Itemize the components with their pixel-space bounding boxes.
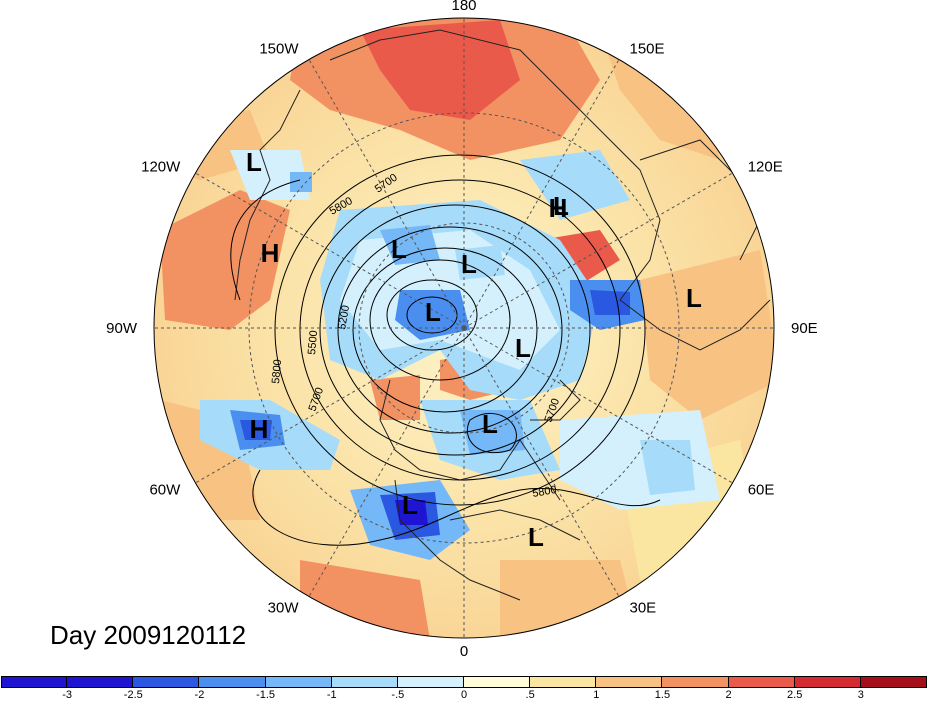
colorbar: -3 -2.5 -2 -1.5 -1 -.5 0 .5 1 1.5 2 2.5 3	[0, 676, 928, 702]
low-center-ural: L	[553, 191, 569, 221]
low-center-gulf-of-alaska: L	[482, 409, 498, 439]
polar-map: 90E 60E 30E 0 30W 60W 90W 120W 150W 180 150E 120E L…	[106, 0, 818, 660]
low-center-kamchatka: L	[246, 147, 262, 177]
colorbar-swatch	[1, 676, 68, 688]
low-center-arctic-ocean: L	[425, 297, 441, 327]
colorbar-swatch	[265, 676, 332, 688]
colorbar-swatch	[199, 676, 266, 688]
low-center-laptev-sea: L	[461, 249, 477, 279]
low-center-southwest-united-states: L	[528, 522, 544, 552]
colorbar-swatch	[331, 676, 398, 688]
lon-label-120e: 120E	[748, 159, 783, 176]
low-center-east-siberian-sea: L	[391, 234, 407, 264]
colorbar-tick-label: -3	[62, 689, 73, 701]
low-center-hudson-bay: L	[402, 490, 418, 520]
warm-anomaly-bering	[160, 190, 290, 330]
lon-label-150e: 150E	[630, 40, 665, 57]
colorbar-tick-label: 1.5	[654, 689, 671, 701]
contour-label: 5800	[270, 359, 284, 384]
graticule	[154, 18, 774, 638]
colorbar-tick-label: -2.5	[123, 689, 143, 701]
colorbar-tick-label: -2	[194, 689, 205, 701]
lon-label-180: 180	[451, 0, 476, 14]
colorbar-tick-label: 0	[460, 689, 468, 701]
colorbar-tick-label: 2.5	[787, 689, 803, 701]
contour-label: 5500	[306, 330, 320, 355]
contour-label: 5200	[336, 304, 352, 330]
longitude-labels: 90E 60E 30E 0 30W 60W 90W 120W 150W 180 150E 120E	[106, 0, 818, 660]
colorbar-swatch	[662, 676, 729, 688]
colorbar-swatch	[397, 676, 464, 688]
lon-label-90e: 90E	[791, 320, 818, 337]
height-contours	[230, 154, 661, 546]
lon-label-120w: 120W	[141, 159, 181, 176]
map-border	[153, 17, 775, 639]
colorbar-swatch	[728, 676, 795, 688]
lon-label-30e: 30E	[630, 600, 657, 617]
colorbar-swatch	[67, 676, 134, 688]
high-center-caribbean: H	[549, 193, 568, 223]
colorbar-tick-label: -1	[326, 689, 337, 701]
lon-label-90w: 90W	[106, 320, 138, 337]
contour-label: 5800	[531, 484, 557, 500]
colorbar-swatch	[596, 676, 663, 688]
colorbar-swatch	[860, 676, 927, 688]
map-title: Day 2009120112	[50, 620, 247, 650]
colorbar-swatch	[133, 676, 200, 688]
lon-label-60w: 60W	[149, 482, 181, 499]
colorbar-swatch	[794, 676, 861, 688]
high-center-bering-sea: H	[261, 238, 280, 268]
high-center-north-africa: H	[250, 414, 269, 444]
colorbar-tick-label: -1.5	[256, 689, 276, 701]
low-center-norwegian-sea: L	[686, 283, 702, 313]
low-center-canadian-archipelago: L	[515, 333, 531, 363]
lon-label-0: 0	[460, 643, 468, 660]
colorbar-swatch	[530, 676, 597, 688]
lon-label-60e: 60E	[748, 482, 775, 499]
colorbar-tick-label: -.5	[391, 689, 405, 701]
lon-label-30w: 30W	[268, 600, 300, 617]
colorbar-tick-label: 1	[593, 689, 600, 701]
colorbar-tick-label: .5	[525, 689, 535, 701]
colorbar-swatch	[464, 676, 531, 688]
lon-label-150w: 150W	[259, 40, 299, 57]
colorbar-tick-label: 2	[725, 689, 732, 701]
colorbar-tick-label: 3	[857, 689, 864, 701]
anomaly-field	[154, 18, 774, 638]
